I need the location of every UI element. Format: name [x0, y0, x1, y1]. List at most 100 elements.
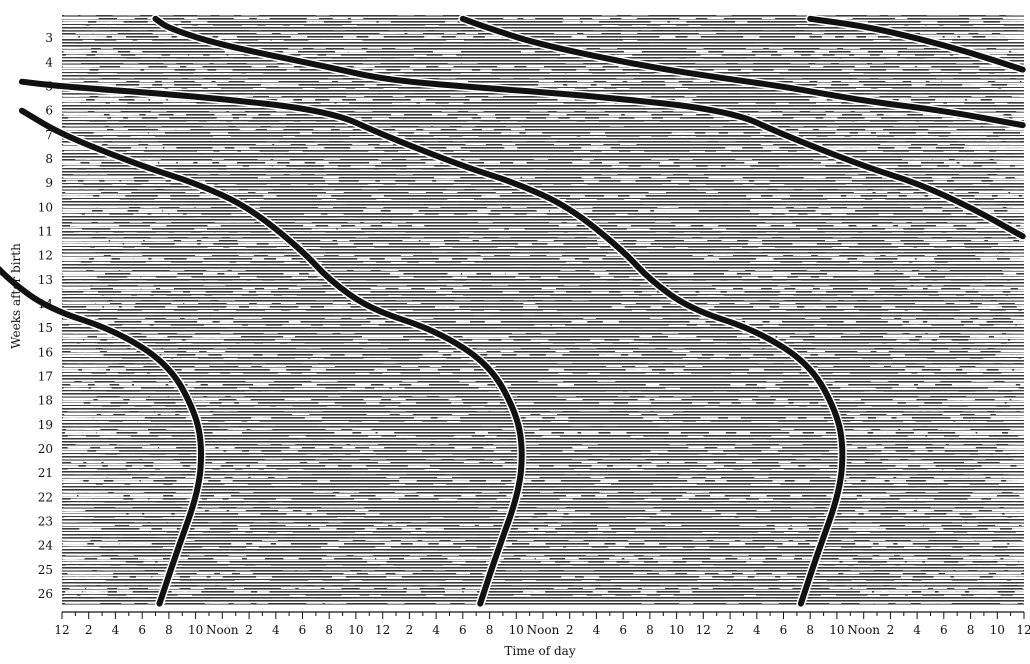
awake-speckle	[867, 458, 881, 460]
awake-speckle	[119, 395, 136, 397]
awake-speckle	[761, 154, 775, 156]
awake-speckle	[740, 391, 758, 393]
awake-speckle	[990, 280, 1007, 282]
awake-speckle	[938, 313, 955, 316]
awake-speckle	[360, 443, 378, 445]
awake-speckle	[62, 110, 77, 112]
awake-speckle	[710, 557, 726, 560]
awake-speckle	[214, 73, 228, 75]
awake-speckle	[496, 498, 514, 501]
awake-speckle	[599, 343, 613, 345]
awake-speckle	[568, 106, 582, 108]
awake-speckle	[1009, 554, 1025, 556]
awake-speckle	[169, 202, 186, 205]
awake-speckle	[98, 80, 113, 82]
awake-speckle	[447, 62, 461, 64]
awake-speckle	[215, 80, 229, 82]
awake-speckle	[707, 17, 724, 20]
awake-speckle	[362, 347, 376, 349]
awake-speckle	[171, 302, 184, 304]
awake-speckle	[631, 25, 647, 27]
awake-speckle	[886, 69, 903, 71]
awake-speckle	[391, 398, 406, 401]
awake-speckle	[1014, 302, 1030, 304]
awake-speckle	[967, 498, 982, 501]
awake-speckle	[1023, 254, 1030, 256]
awake-speckle	[91, 239, 109, 242]
awake-speckle	[896, 487, 909, 489]
awake-speckle	[310, 232, 326, 234]
awake-speckle	[742, 469, 760, 471]
awake-speckle	[97, 557, 111, 560]
awake-speckle	[355, 88, 369, 90]
awake-speckle	[903, 409, 919, 412]
awake-speckle	[710, 250, 725, 253]
awake-speckle	[407, 317, 421, 319]
awake-speckle	[609, 557, 622, 560]
awake-speckle	[1007, 421, 1021, 423]
awake-speckle	[425, 14, 444, 16]
awake-speckle	[78, 250, 92, 253]
awake-speckle	[872, 62, 884, 64]
awake-speckle	[186, 350, 200, 353]
awake-speckle	[442, 54, 457, 57]
awake-speckle	[120, 43, 138, 45]
awake-speckle	[124, 376, 137, 378]
awake-speckle	[853, 291, 870, 293]
awake-speckle	[783, 236, 800, 238]
awake-speckle	[231, 543, 247, 545]
awake-speckle	[104, 306, 119, 308]
awake-speckle	[324, 306, 342, 308]
awake-speckle	[233, 317, 251, 319]
awake-speckle	[1023, 472, 1030, 475]
awake-speckle	[62, 439, 75, 441]
awake-speckle	[62, 73, 78, 75]
awake-speckle	[940, 73, 959, 75]
awake-speckle	[113, 287, 130, 290]
awake-speckle	[186, 65, 203, 68]
awake-speckle	[526, 487, 539, 489]
awake-speckle	[347, 221, 360, 223]
awake-speckle	[145, 113, 159, 116]
awake-speckle	[481, 424, 498, 427]
awake-speckle	[668, 324, 687, 327]
awake-speckle	[1023, 210, 1030, 212]
awake-speckle	[214, 113, 232, 116]
awake-speckle	[905, 402, 919, 404]
awake-speckle	[707, 302, 720, 304]
awake-speckle	[153, 324, 171, 327]
awake-speckle	[67, 80, 84, 82]
awake-speckle	[888, 25, 905, 27]
awake-speckle	[207, 395, 225, 397]
awake-speckle	[1001, 498, 1015, 501]
awake-speckle	[113, 69, 129, 71]
awake-speckle	[621, 17, 637, 20]
awake-speckle	[159, 469, 178, 471]
awake-speckle	[774, 528, 789, 530]
awake-speckle	[130, 472, 149, 475]
awake-speckle	[679, 158, 693, 160]
awake-speckle	[850, 472, 866, 475]
awake-speckle	[445, 580, 463, 582]
awake-speckle	[546, 117, 559, 119]
awake-speckle	[109, 347, 128, 349]
awake-speckle	[225, 187, 239, 190]
awake-speckle	[197, 25, 213, 27]
awake-speckle	[64, 69, 80, 71]
awake-speckle	[912, 409, 927, 412]
awake-speckle	[98, 387, 112, 390]
awake-speckle	[827, 472, 844, 475]
awake-speckle	[528, 520, 544, 523]
awake-speckle	[713, 117, 727, 119]
awake-speckle	[120, 350, 137, 353]
awake-speckle	[686, 561, 703, 563]
awake-speckle	[1016, 306, 1030, 308]
awake-speckle	[127, 276, 141, 279]
awake-speckle	[818, 206, 831, 208]
awake-speckle	[693, 91, 709, 94]
awake-speckle	[162, 528, 177, 530]
awake-speckle	[728, 269, 745, 271]
awake-speckle	[872, 495, 890, 497]
awake-speckle	[75, 284, 91, 286]
awake-speckle	[347, 387, 365, 390]
